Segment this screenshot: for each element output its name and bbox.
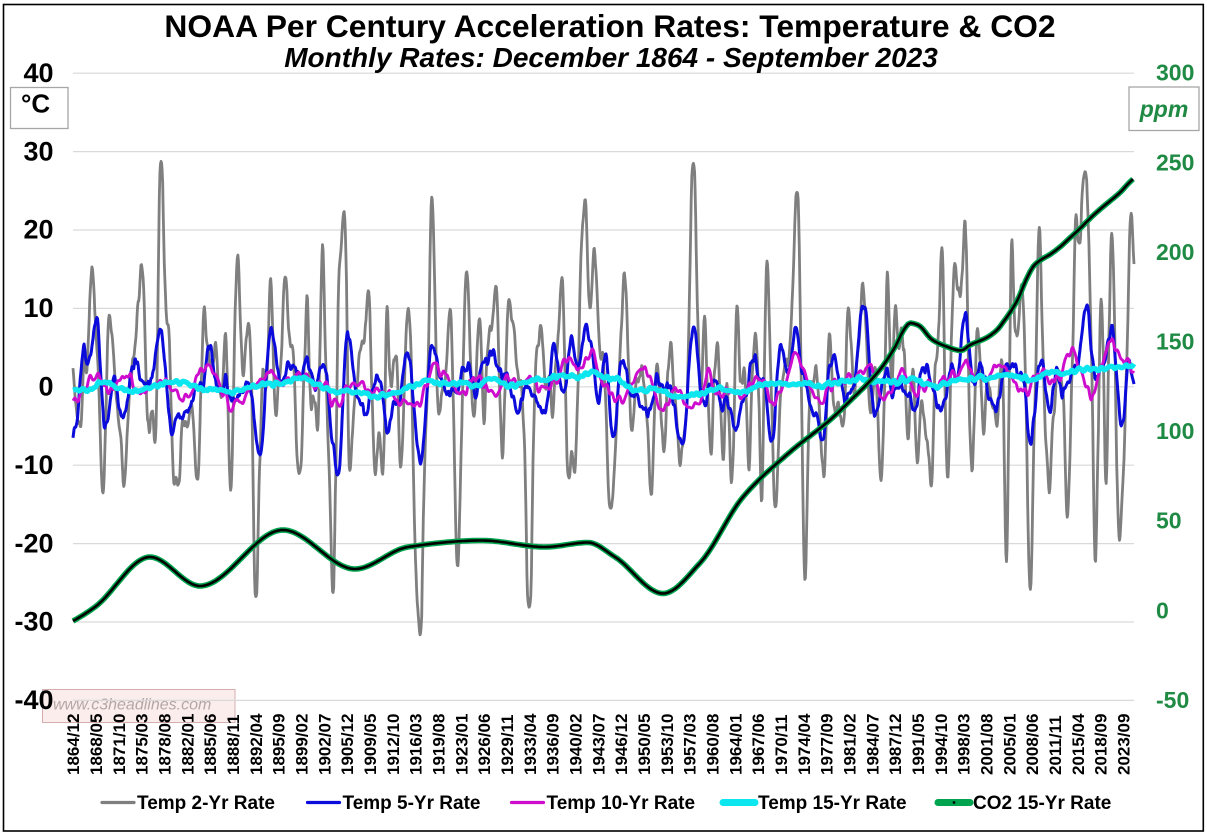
svg-text:1991/05: 1991/05 (909, 714, 928, 775)
svg-text:1957/03: 1957/03 (681, 714, 700, 775)
svg-text:1926/06: 1926/06 (475, 714, 494, 775)
svg-text:1909/05: 1909/05 (361, 714, 380, 775)
svg-text:Temp 5-Yr Rate: Temp 5-Yr Rate (343, 793, 481, 814)
svg-text:2005/01: 2005/01 (1000, 714, 1019, 775)
svg-text:200: 200 (1156, 239, 1194, 265)
svg-text:www.c3headlines.com: www.c3headlines.com (53, 697, 211, 714)
svg-text:Monthly Rates: December 1864 -: Monthly Rates: December 1864 - September… (284, 42, 938, 73)
svg-text:100: 100 (1156, 418, 1194, 444)
svg-text:1929/11: 1929/11 (498, 714, 517, 775)
svg-text:2011/11: 2011/11 (1046, 715, 1065, 775)
svg-text:2023/09: 2023/09 (1115, 714, 1134, 775)
svg-text:1943/07: 1943/07 (589, 714, 608, 775)
svg-text:-40: -40 (14, 685, 53, 715)
svg-text:Temp 15-Yr Rate: Temp 15-Yr Rate (758, 793, 907, 814)
svg-text:NOAA Per Century Acceleration: NOAA Per Century Acceleration Rates: Tem… (164, 8, 1055, 44)
svg-text:-30: -30 (14, 607, 53, 637)
svg-text:1940/02: 1940/02 (567, 714, 586, 775)
svg-text:1888/11: 1888/11 (224, 714, 243, 775)
svg-text:-10: -10 (14, 450, 53, 480)
svg-text:1998/03: 1998/03 (955, 714, 974, 775)
svg-text:°C: °C (21, 89, 50, 119)
svg-text:1878/08: 1878/08 (155, 714, 174, 775)
svg-text:1912/10: 1912/10 (384, 714, 403, 775)
svg-text:1933/04: 1933/04 (521, 713, 540, 775)
svg-text:-50: -50 (1156, 687, 1189, 713)
svg-text:1892/04: 1892/04 (247, 713, 266, 775)
svg-text:Temp 10-Yr Rate: Temp 10-Yr Rate (547, 793, 696, 814)
svg-text:1885/06: 1885/06 (201, 714, 220, 775)
svg-text:1960/08: 1960/08 (704, 714, 723, 775)
svg-text:1974/04: 1974/04 (795, 713, 814, 775)
svg-text:CO2 15-Yr Rate: CO2 15-Yr Rate (973, 793, 1111, 814)
svg-text:40: 40 (23, 58, 53, 88)
svg-text:30: 30 (23, 136, 53, 166)
svg-text:150: 150 (1156, 329, 1194, 355)
svg-text:1905/12: 1905/12 (338, 714, 357, 775)
svg-text:0: 0 (1156, 597, 1169, 623)
svg-text:1919/08: 1919/08 (430, 714, 449, 775)
svg-text:1981/02: 1981/02 (841, 714, 860, 775)
svg-text:1875/03: 1875/03 (133, 714, 152, 775)
svg-text:1950/05: 1950/05 (635, 714, 654, 775)
svg-text:1987/12: 1987/12 (886, 714, 905, 775)
svg-text:1984/07: 1984/07 (863, 714, 882, 775)
svg-text:10: 10 (23, 293, 53, 323)
svg-text:1964/01: 1964/01 (726, 714, 745, 775)
svg-text:1977/09: 1977/09 (818, 714, 837, 775)
svg-text:1882/01: 1882/01 (178, 714, 197, 775)
svg-text:2015/04: 2015/04 (1069, 713, 1088, 775)
svg-text:1953/10: 1953/10 (658, 714, 677, 775)
svg-text:1946/12: 1946/12 (612, 714, 631, 775)
svg-text:20: 20 (23, 215, 53, 245)
svg-text:1864/12: 1864/12 (64, 714, 83, 775)
svg-text:ppm: ppm (1139, 96, 1189, 122)
svg-text:50: 50 (1156, 508, 1182, 534)
svg-text:2018/09: 2018/09 (1092, 714, 1111, 775)
svg-text:0: 0 (38, 372, 53, 402)
svg-text:300: 300 (1156, 60, 1194, 86)
svg-text:1936/09: 1936/09 (544, 714, 563, 775)
svg-text:1970/11: 1970/11 (772, 714, 791, 775)
svg-text:Temp 2-Yr Rate: Temp 2-Yr Rate (137, 793, 275, 814)
svg-text:1916/03: 1916/03 (407, 714, 426, 775)
svg-text:1994/10: 1994/10 (932, 714, 951, 775)
svg-text:2001/08: 2001/08 (978, 714, 997, 775)
svg-text:2008/06: 2008/06 (1023, 714, 1042, 775)
svg-text:1967/06: 1967/06 (749, 714, 768, 775)
svg-text:1899/02: 1899/02 (293, 714, 312, 775)
svg-text:1895/09: 1895/09 (270, 714, 289, 775)
svg-text:-20: -20 (14, 528, 53, 558)
svg-text:1871/10: 1871/10 (110, 714, 129, 775)
svg-text:1868/05: 1868/05 (87, 714, 106, 775)
svg-text:250: 250 (1156, 149, 1194, 175)
svg-text:1902/07: 1902/07 (315, 714, 334, 775)
svg-text:1923/01: 1923/01 (452, 714, 471, 775)
